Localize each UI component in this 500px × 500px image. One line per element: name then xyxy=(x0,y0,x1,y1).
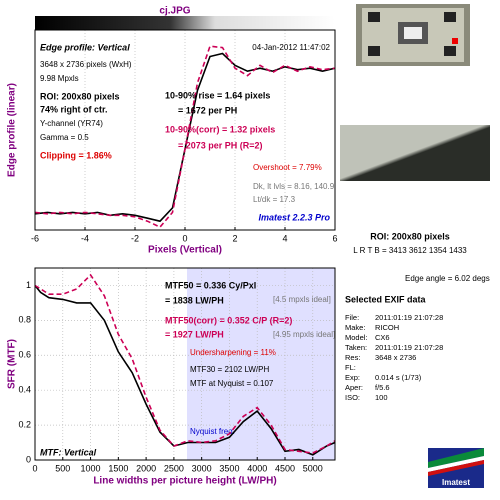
x-axis-label: Pixels (Vertical) xyxy=(148,245,222,256)
exif-key: ISO: xyxy=(345,393,360,402)
x-tick-label: 3500 xyxy=(219,463,239,473)
nyquist-label: Nyquist freq. xyxy=(190,427,235,436)
annotation: ROI: 200x80 pixels xyxy=(40,91,120,101)
exif-value: 2011:01:19 21:07:28 xyxy=(375,343,443,352)
edge-angle: Edge angle = 6.02 degs xyxy=(405,274,490,283)
annotation: Y-channel (YR74) xyxy=(40,119,103,128)
exif-key: Aper: xyxy=(345,383,363,392)
series-line xyxy=(34,284,336,456)
x-tick-label: 3000 xyxy=(192,463,212,473)
exif-key: Make: xyxy=(345,323,365,332)
exif-key: File: xyxy=(345,313,359,322)
x-tick-label: 4500 xyxy=(275,463,295,473)
x-tick-label: 2000 xyxy=(136,463,156,473)
file-title: cj.JPG xyxy=(159,6,190,17)
exif-title: Selected EXIF data xyxy=(345,294,427,304)
annotation: 04-Jan-2012 11:47:02 xyxy=(252,43,330,52)
annotation: = 1672 per PH xyxy=(178,105,237,115)
y-axis-label: Edge profile (linear) xyxy=(7,83,18,177)
exif-value: RICOH xyxy=(375,323,399,332)
x-tick-label: -4 xyxy=(81,233,89,243)
nyquist-region xyxy=(187,268,335,460)
roi-image xyxy=(340,125,490,181)
x-tick-label: 6 xyxy=(332,233,337,243)
annotation: 3648 x 2736 pixels (WxH) xyxy=(40,60,132,69)
series-line xyxy=(34,45,336,229)
exif-value: 2011:01:19 21:07:28 xyxy=(375,313,443,322)
x-tick-label: 4 xyxy=(282,233,287,243)
annotation: Dk, lt lvls = 8.16, 140.9 xyxy=(253,182,335,191)
series-line xyxy=(34,273,336,454)
x-axis-label: Line widths per picture height (LW/PH) xyxy=(93,476,276,487)
roi-label: ROI: 200x80 pixels xyxy=(370,231,450,241)
chart-title: Edge profile: Vertical xyxy=(40,42,130,52)
annotation: = 2073 per PH (R=2) xyxy=(178,140,263,150)
annotation: Clipping = 1.86% xyxy=(40,150,112,160)
annotation: 10-90%(corr) = 1.32 pixels xyxy=(165,124,275,134)
y-tick-label: 0 xyxy=(26,454,31,464)
x-tick-label: -2 xyxy=(131,233,139,243)
plot-frame xyxy=(34,29,336,231)
exif-key: Taken: xyxy=(345,343,367,352)
annotation: MTF30 = 2102 LW/PH xyxy=(190,365,269,374)
annotation: 74% right of ctr. xyxy=(40,104,108,114)
annotation: = 1927 LW/PH xyxy=(165,329,224,339)
roi-bounds: L R T B = 3413 3612 1354 1433 xyxy=(353,246,467,255)
annotation: MTF50(corr) = 0.352 C/P (R=2) xyxy=(165,315,292,325)
exif-value: 3648 x 2736 xyxy=(375,353,416,362)
x-tick-label: 4000 xyxy=(247,463,267,473)
exif-value: 100 xyxy=(375,393,388,402)
annotation: [4.95 mpxls ideal] xyxy=(273,330,335,339)
plot-frame xyxy=(34,267,336,461)
annotation: = 1838 LW/PH xyxy=(165,295,224,305)
edge-strip xyxy=(35,16,335,30)
y-tick-label: 1 xyxy=(26,280,31,290)
exif-key: Exp: xyxy=(345,373,360,382)
y-axis-label: SFR (MTF) xyxy=(7,339,18,389)
x-tick-label: 2500 xyxy=(164,463,184,473)
annotation: Undersharpening = 11% xyxy=(190,348,276,357)
x-tick-label: 2 xyxy=(232,233,237,243)
x-tick-label: -6 xyxy=(31,233,39,243)
annotation: Lt/dk = 17.3 xyxy=(253,195,296,204)
x-tick-label: 5000 xyxy=(303,463,323,473)
x-tick-label: 1500 xyxy=(108,463,128,473)
y-tick-label: 0.4 xyxy=(18,385,31,395)
exif-value: 0.014 s (1/73) xyxy=(375,373,422,382)
exif-value: f/5.6 xyxy=(375,383,390,392)
exif-value: CX6 xyxy=(375,333,390,342)
exif-key: Model: xyxy=(345,333,368,342)
y-tick-label: 0.2 xyxy=(18,419,31,429)
annotation: Gamma = 0.5 xyxy=(40,133,89,142)
exif-key: FL: xyxy=(345,363,356,372)
annotation: 9.98 Mpxls xyxy=(40,74,79,83)
x-tick-label: 0 xyxy=(32,463,37,473)
y-tick-label: 0.6 xyxy=(18,350,31,360)
annotation: MTF at Nyquist = 0.107 xyxy=(190,379,274,388)
annotation: Imatest 2.2.3 Pro xyxy=(258,212,330,222)
x-tick-label: 500 xyxy=(55,463,70,473)
x-tick-label: 0 xyxy=(182,233,187,243)
y-tick-label: 0.8 xyxy=(18,315,31,325)
logo-text: Imatest xyxy=(442,478,470,487)
exif-key: Res: xyxy=(345,353,360,362)
logo xyxy=(428,448,484,488)
annotation: [4.5 mpxls ideal] xyxy=(273,295,331,304)
annotation: 10-90% rise = 1.64 pixels xyxy=(165,90,270,100)
thumbnail xyxy=(356,4,470,66)
x-tick-label: 1000 xyxy=(81,463,101,473)
annotation: MTF50 = 0.336 Cy/Pxl xyxy=(165,280,256,290)
annotation: Overshoot = 7.79% xyxy=(253,163,322,172)
chart-title: MTF: Vertical xyxy=(40,447,97,457)
